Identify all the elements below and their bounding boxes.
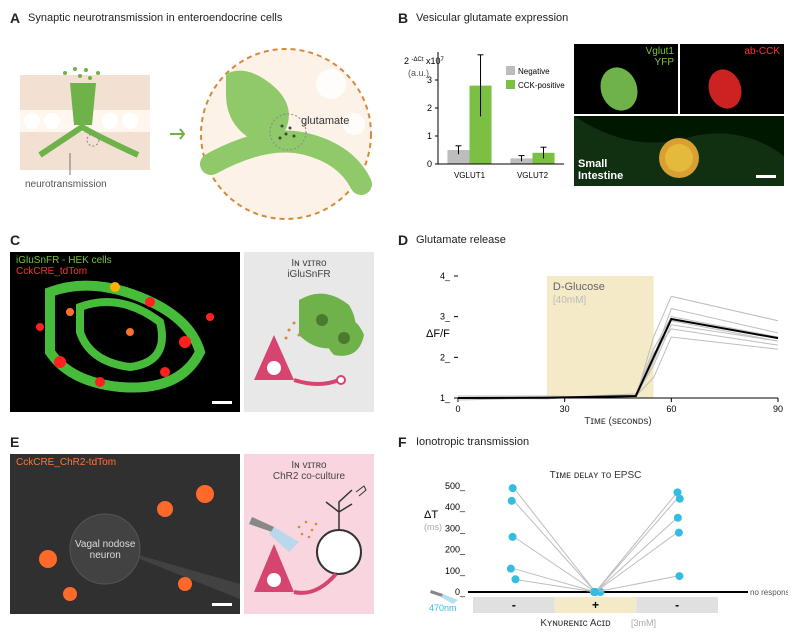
panel-b-label: B [398,10,408,26]
label-cckcre: CckCRE_tdTom [16,266,112,277]
svg-text:2 -ΔCt x107: 2 -ΔCt x107 [404,56,445,66]
iglusnfr-image: iGluSnFR - HEK cells CckCRE_tdTom [10,252,240,412]
svg-text:+: + [592,598,599,612]
svg-text:(ms): (ms) [424,522,442,532]
scale-bar [212,603,232,606]
svg-text:Kʏɴᴜʀᴇɴɪᴄ Aᴄɪᴅ: Kʏɴᴜʀᴇɴɪᴄ Aᴄɪᴅ [540,618,611,628]
scale-bar [212,401,232,404]
svg-text:ΔT: ΔT [424,509,438,521]
img-ab-cck: ab-CCK [680,44,784,114]
panel-d: D Glutamate release D-Glucose [40mM] 1_ 2_ 3… [398,232,798,426]
svg-text:500_: 500_ [445,481,466,491]
img-label: Small Intestine [578,158,623,182]
svg-text:2: 2 [427,103,432,113]
svg-text:D-Glucose: D-Glucose [553,281,605,293]
svg-text:470nm: 470nm [429,603,457,613]
chr2-coculture-image: CckCRE_ChR2-tdTom Vagal nodose neuron [10,454,240,614]
svg-text:400_: 400_ [445,502,466,512]
glutamate-label: glutamate [301,115,349,127]
panel-a-title: Synaptic neurotransmission in enteroendo… [28,12,390,24]
svg-text:VGLUT2: VGLUT2 [517,171,549,180]
panel-b-title: Vesicular glutamate expression [416,12,798,24]
svg-text:CCK-positive: CCK-positive [518,81,565,90]
panel-a: A Synaptic neurotransmission in enteroen… [10,10,390,224]
svg-text:no response: no response [750,588,788,597]
diagram-subtitle: ChR2 co-culture [244,471,374,482]
panel-e-label: E [10,434,19,450]
img-label: ab-CCK [744,46,780,57]
bar-chart-vglut: 01232 -ΔCt x107(a.u.)VGLUT1VGLUT2Negativ… [398,44,568,184]
panel-a-content: neurotransmission glutamate [10,44,390,224]
svg-text:[3mM]: [3mM] [631,618,656,628]
svg-text:100_: 100_ [445,566,466,576]
svg-text:200_: 200_ [445,545,466,555]
svg-text:0: 0 [455,404,460,414]
panel-e: E CckCRE_ChR2-tdTom Va [10,434,390,628]
panel-c-label: C [10,232,20,248]
neuron-label: Vagal nodose neuron [75,539,135,561]
chr2-diagram: Iɴ ᴠɪᴛʀᴏ ChR2 co-culture [244,454,374,614]
svg-text:1_: 1_ [440,393,451,403]
chr2-label: CckCRE_ChR2-tdTom [16,457,116,468]
panel-f-title: Ionotropic transmission [416,436,798,448]
ionotropic-chart: Tɪᴍᴇ ᴅᴇʟᴀʏ ᴛᴏ EPSC 0_ 100_ 200_ 300_ 400_ 500_… [418,468,788,628]
fluorescence-images: Vglut1 YFP ab-CCK Small Intestine [574,44,784,186]
svg-text:ΔF/F: ΔF/F [426,328,450,340]
panel-f-label: F [398,434,407,450]
svg-text:Tɪᴍᴇ (sᴇᴄᴏɴᴅs): Tɪᴍᴇ (sᴇᴄᴏɴᴅs) [584,416,651,426]
glutamate-release-chart: D-Glucose [40mM] 1_ 2_ 3_ 4_ ΔF/F 0 30 60 90 Tɪᴍᴇ (… [418,266,788,426]
svg-text:-: - [512,598,516,612]
panel-c: C iGluSnFR - HEK cells CckCRE_tdTom [10,232,390,426]
scale-bar [756,175,776,178]
panel-f: F Ionotropic transmission Tɪᴍᴇ ᴅᴇʟᴀʏ ᴛᴏ … [398,434,798,628]
svg-text:0_: 0_ [455,587,466,597]
svg-text:Tɪᴍᴇ ᴅᴇʟᴀʏ ᴛᴏ EPSC: Tɪᴍᴇ ᴅᴇʟᴀʏ ᴛᴏ EPSC [550,470,642,481]
svg-text:4_: 4_ [440,271,451,281]
svg-text:1: 1 [427,131,432,141]
panel-a-label: A [10,10,20,26]
svg-text:30: 30 [560,404,570,414]
svg-text:90: 90 [773,404,783,414]
panel-b-content: 01232 -ΔCt x107(a.u.)VGLUT1VGLUT2Negativ… [398,44,798,186]
neurotransmission-label: neurotransmission [25,179,107,190]
svg-text:(a.u.): (a.u.) [408,68,429,78]
svg-text:[40mM]: [40mM] [553,295,587,306]
svg-text:60: 60 [666,404,676,414]
svg-text:-: - [675,598,679,612]
diagram-title: Iɴ ᴠɪᴛʀᴏ [244,258,374,269]
panel-d-label: D [398,232,408,248]
iglusnfr-diagram: Iɴ ᴠɪᴛʀᴏ iGluSnFR [244,252,374,412]
svg-text:3_: 3_ [440,312,451,322]
diagram-subtitle: iGluSnFR [244,269,374,280]
svg-text:2_: 2_ [440,352,451,362]
svg-text:300_: 300_ [445,523,466,533]
panel-a-schematic: neurotransmission [10,65,160,200]
panel-d-title: Glutamate release [416,234,798,246]
img-vglut1-yfp: Vglut1 YFP [574,44,678,114]
svg-text:0: 0 [427,159,432,169]
panel-b: B Vesicular glutamate expression 01232 -… [398,10,798,224]
panel-c-content: iGluSnFR - HEK cells CckCRE_tdTom [10,252,390,412]
panel-e-content: CckCRE_ChR2-tdTom Vagal nodose neuron [10,454,390,614]
label-iglusnfr: iGluSnFR - HEK cells [16,255,112,266]
arrow-icon [168,124,188,144]
panel-a-zoom: glutamate [196,44,376,224]
svg-text:VGLUT1: VGLUT1 [454,171,486,180]
diagram-title: Iɴ ᴠɪᴛʀᴏ [244,460,374,471]
img-small-intestine-merge: Small Intestine [574,116,784,186]
svg-text:Negative: Negative [518,67,550,76]
figure-grid: A Synaptic neurotransmission in enteroen… [10,10,790,628]
img-label: Vglut1 YFP [646,46,674,68]
